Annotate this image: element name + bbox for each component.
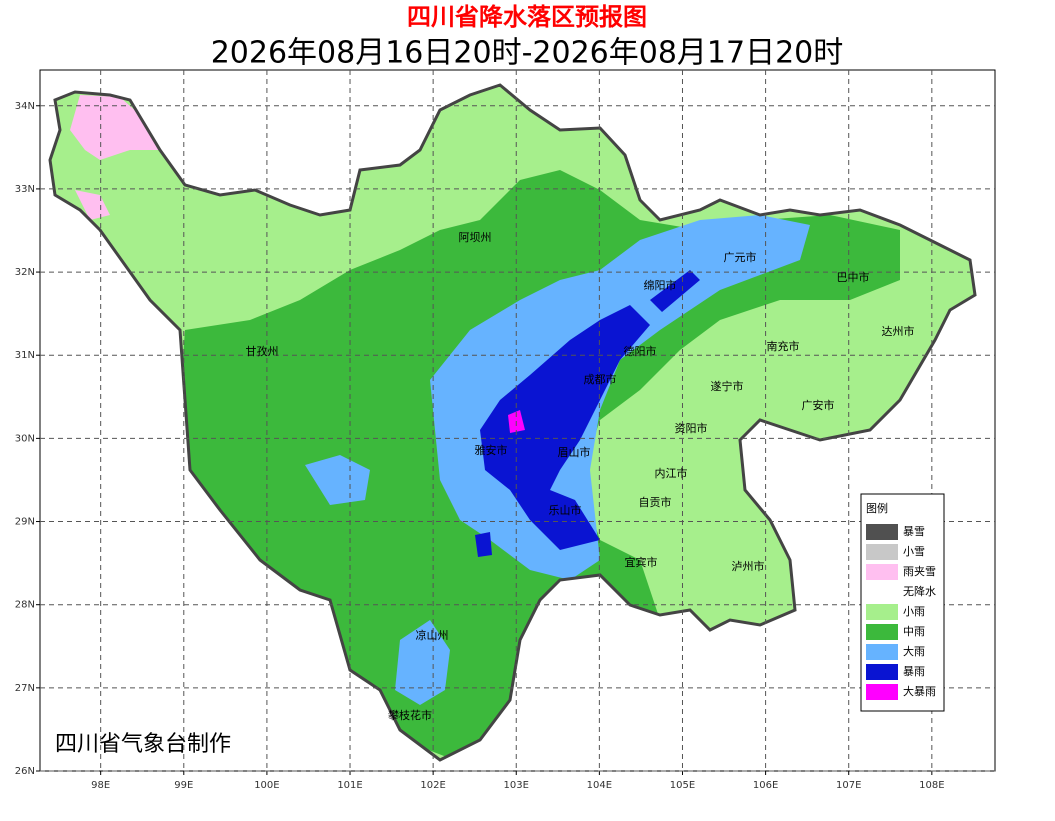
legend-label: 大雨 <box>903 644 925 658</box>
city-label: 遂宁市 <box>711 379 744 393</box>
x-tick-label: 100E <box>254 780 279 791</box>
x-tick-label: 98E <box>91 780 110 791</box>
legend-swatch <box>866 664 898 680</box>
legend-swatch <box>866 684 898 700</box>
city-label: 广元市 <box>724 250 757 264</box>
y-tick-label: 27N <box>15 683 35 694</box>
city-label: 巴中市 <box>837 270 870 284</box>
y-tick-label: 31N <box>15 350 35 361</box>
rainstorm-area <box>480 305 650 550</box>
x-tick-label: 101E <box>337 780 362 791</box>
legend-swatch <box>866 624 898 640</box>
x-tick-label: 107E <box>836 780 861 791</box>
x-tick-label: 106E <box>753 780 778 791</box>
city-label: 内江市 <box>655 466 688 480</box>
city-label: 眉山市 <box>558 445 591 459</box>
legend-swatch <box>866 644 898 660</box>
legend-swatch <box>866 604 898 620</box>
subtitle: 2026年08月16日20时-2026年08月17日20时 <box>211 36 844 71</box>
sleet-area <box>70 95 160 160</box>
legend-label: 暴雨 <box>903 665 925 678</box>
legend-label: 小雨 <box>903 605 925 618</box>
city-label: 凉山州 <box>416 628 449 642</box>
city-label: 资阳市 <box>675 421 708 435</box>
grid: 98E 99E 100E 101E 102E 103E 104E 105E 106E 107E 10… <box>15 70 995 791</box>
city-label: 攀枝花市 <box>388 708 432 722</box>
y-tick-label: 29N <box>15 517 35 528</box>
city-label: 达州市 <box>882 324 915 338</box>
city-label: 自贡市 <box>639 495 672 509</box>
rainstorm-area <box>475 532 492 557</box>
city-label: 泸州市 <box>732 559 765 573</box>
credit: 四川省气象台制作 <box>55 732 231 757</box>
city-label: 德阳市 <box>624 344 657 358</box>
y-tick-label: 30N <box>15 433 35 444</box>
x-tick-label: 104E <box>587 780 612 791</box>
y-tick-label: 32N <box>15 267 35 278</box>
legend-label: 中雨 <box>903 625 925 638</box>
legend-swatch <box>866 544 898 560</box>
city-label: 雅安市 <box>475 443 508 457</box>
y-tick-label: 33N <box>15 184 35 195</box>
legend-label: 小雪 <box>903 545 925 558</box>
legend-label: 雨夹雪 <box>903 565 936 578</box>
heavy-rain-area <box>395 620 450 705</box>
city-label: 甘孜州 <box>246 344 279 358</box>
city-label: 广安市 <box>802 398 835 412</box>
y-tick-label: 34N <box>15 101 35 112</box>
y-tick-label: 26N <box>15 766 35 777</box>
city-label: 阿坝州 <box>459 230 492 244</box>
x-tick-label: 103E <box>504 780 529 791</box>
x-tick-label: 102E <box>420 780 445 791</box>
city-label: 宜宾市 <box>625 555 658 569</box>
legend-swatch <box>866 564 898 580</box>
rainstorm-area <box>650 270 700 312</box>
city-label: 乐山市 <box>549 503 582 517</box>
x-tick-label: 99E <box>174 780 193 791</box>
legend-title: 图例 <box>866 501 888 515</box>
title: 四川省降水落区预报图 <box>407 3 647 31</box>
y-tick-label: 28N <box>15 600 35 611</box>
legend-label: 暴雪 <box>903 525 925 538</box>
heavy-rain-area <box>305 455 370 505</box>
legend-label: 无降水 <box>903 584 936 598</box>
x-tick-label: 105E <box>670 780 695 791</box>
legend-swatch <box>866 524 898 540</box>
legend-swatch <box>866 584 898 600</box>
legend-label: 大暴雨 <box>903 684 936 698</box>
sleet-area <box>75 190 110 220</box>
city-label: 成都市 <box>584 372 617 386</box>
city-label: 绵阳市 <box>644 278 677 292</box>
city-label: 南充市 <box>767 339 800 353</box>
x-tick-label: 108E <box>919 780 944 791</box>
